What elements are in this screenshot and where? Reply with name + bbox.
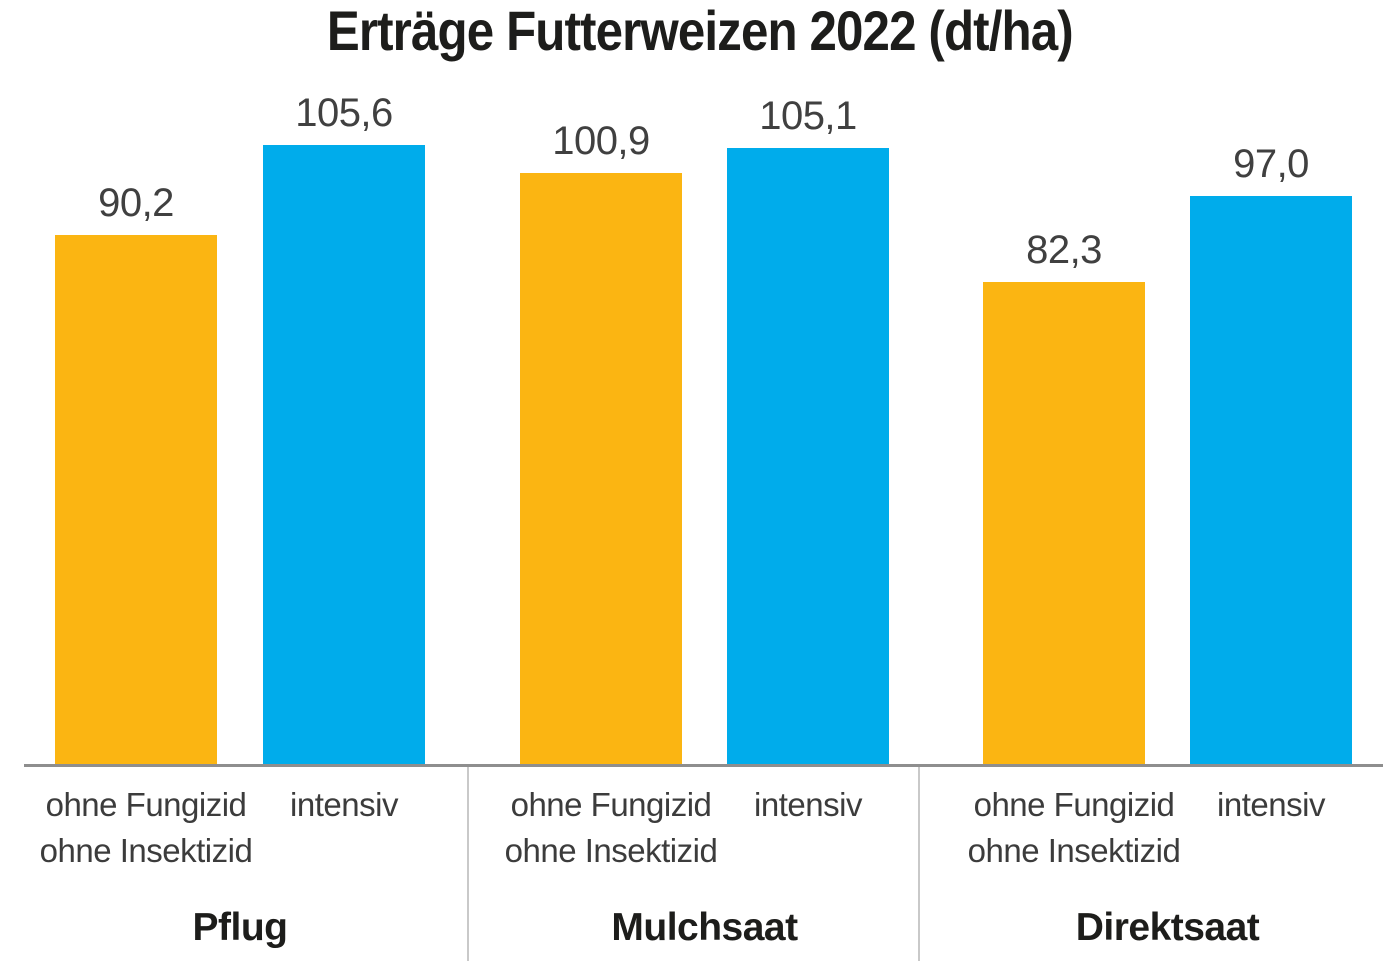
series-label-pflug-intensiv: intensiv	[290, 786, 398, 823]
series-label-mulchsaat-ohne-insektizid: ohne Insektizid	[504, 832, 718, 869]
group-divider-2	[918, 767, 920, 961]
series-label-mulchsaat-intensiv: intensiv	[754, 786, 862, 823]
bar-value-label-direktsaat-ohne-fungizid: 82,3	[1026, 228, 1102, 272]
series-label-pflug-ohne-fungizid: ohne Fungizid	[45, 786, 247, 823]
bar-mulchsaat-intensiv	[727, 148, 889, 764]
group-divider-1	[467, 767, 469, 961]
chart-title: Erträge Futterweizen 2022 (dt/ha)	[0, 0, 1400, 62]
bar-direktsaat-ohne-fungizid	[983, 282, 1145, 764]
x-axis-baseline	[24, 764, 1383, 767]
bar-direktsaat-intensiv	[1190, 196, 1352, 764]
series-label-direktsaat-ohne-insektizid: ohne Insektizid	[967, 832, 1181, 869]
series-label-direktsaat-ohne-fungizid: ohne Fungizid	[973, 786, 1175, 823]
series-label-direktsaat-intensiv: intensiv	[1217, 786, 1325, 823]
category-label-pflug: Pflug	[192, 906, 288, 949]
bar-value-label-pflug-intensiv: 105,6	[295, 91, 393, 135]
bar-value-label-direktsaat-intensiv: 97,0	[1233, 142, 1309, 186]
series-label-mulchsaat-ohne-fungizid: ohne Fungizid	[510, 786, 712, 823]
bar-value-label-pflug-ohne-fungizid: 90,2	[98, 181, 174, 225]
bar-pflug-ohne-fungizid	[55, 235, 217, 764]
category-label-mulchsaat: Mulchsaat	[611, 906, 798, 949]
series-label-pflug-ohne-insektizid: ohne Insektizid	[39, 832, 253, 869]
bar-value-label-mulchsaat-intensiv: 105,1	[759, 94, 857, 138]
bar-mulchsaat-ohne-fungizid	[520, 173, 682, 764]
chart-title-text: Erträge Futterweizen 2022 (dt/ha)	[327, 0, 1074, 62]
category-label-direktsaat: Direktsaat	[1075, 906, 1260, 949]
bar-pflug-intensiv	[263, 145, 425, 764]
bar-value-label-mulchsaat-ohne-fungizid: 100,9	[552, 119, 650, 163]
